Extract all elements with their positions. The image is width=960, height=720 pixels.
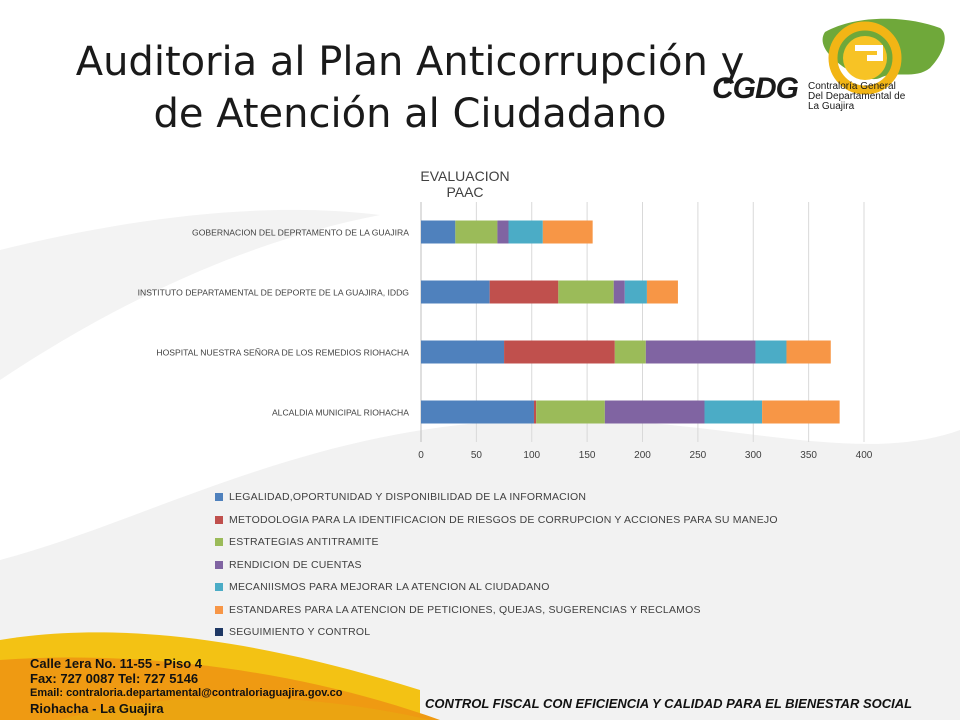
legend-item: SEGUIMIENTO Y CONTROL: [215, 621, 778, 644]
bar-segment: [613, 280, 625, 304]
stacked-bar-chart: 0 50 100 150 200 250 300 350 400 GOBERNACION DEL …: [138, 202, 873, 461]
bar-segment: [533, 400, 537, 424]
address-line1: Calle 1era No. 11-55 - Piso 4: [30, 656, 202, 671]
legend-label: MECANIISMOS PARA MEJORAR LA ATENCION AL …: [229, 581, 550, 594]
chart-title: EVALUACION PAAC: [420, 168, 510, 200]
slide-title: Auditoria al Plan Anticorrupción y de At…: [20, 36, 800, 140]
bar-segment: [624, 280, 647, 304]
bar-segment: [646, 280, 678, 304]
category-label: GOBERNACION DEL DEPRTAMENTO DE LA GUAJIR…: [192, 228, 409, 238]
bar-segment: [786, 340, 831, 364]
legend-swatch: [215, 583, 223, 592]
bar-segment: [497, 220, 509, 244]
x-tick-label: 250: [690, 450, 707, 461]
legend-label: LEGALIDAD,OPORTUNIDAD Y DISPONIBILIDAD D…: [229, 491, 587, 504]
address-line4: Riohacha - La Guajira: [30, 701, 164, 716]
logo-abbreviation: CGDG: [712, 72, 799, 105]
x-tick-label: 0: [418, 450, 424, 461]
x-tick-label: 300: [745, 450, 762, 461]
legend-swatch: [215, 628, 223, 637]
bar-segment: [421, 400, 534, 424]
logo-line2: Del Departamental de: [808, 91, 906, 102]
category-label: INSTITUTO DEPARTAMENTAL DE DEPORTE DE LA…: [138, 288, 410, 298]
cgdg-logo: [822, 18, 945, 95]
legend-swatch: [215, 605, 223, 614]
x-tick-label: 50: [471, 450, 483, 461]
legend-item: ESTRATEGIAS ANTITRAMITE: [215, 531, 778, 554]
logo-line1: Contraloría General: [808, 81, 896, 92]
legend-item: METODOLOGIA PARA LA IDENTIFICACION DE RI…: [215, 509, 778, 532]
bar-segment: [489, 280, 559, 304]
x-tick-label: 100: [523, 450, 540, 461]
bar-segment: [421, 340, 505, 364]
legend-swatch: [215, 560, 223, 569]
bar-segment: [604, 400, 705, 424]
logo-subtitle: Contraloría General Del Departamental de…: [808, 82, 948, 112]
category-label: HOSPITAL NUESTRA SEÑORA DE LOS REMEDIOS …: [156, 348, 409, 358]
legend-item: LEGALIDAD,OPORTUNIDAD Y DISPONIBILIDAD D…: [215, 486, 778, 509]
bar-segment: [504, 340, 615, 364]
legend-item: MECANIISMOS PARA MEJORAR LA ATENCION AL …: [215, 576, 778, 599]
logo-line3: La Guajira: [808, 101, 855, 112]
bar-segment: [614, 340, 646, 364]
legend-label: SEGUIMIENTO Y CONTROL: [229, 626, 371, 639]
x-tick-label: 150: [579, 450, 596, 461]
legend-swatch: [215, 538, 223, 547]
legend-swatch: [215, 493, 223, 502]
legend-label: RENDICION DE CUENTAS: [229, 558, 362, 571]
bar-segment: [542, 220, 593, 244]
bar-segment: [455, 220, 498, 244]
slide-title-line1: Auditoria al Plan Anticorrupción y: [75, 39, 745, 85]
bar-segment: [421, 220, 456, 244]
bar-segment: [704, 400, 763, 424]
x-tick-label: 350: [800, 450, 817, 461]
chart-legend: LEGALIDAD,OPORTUNIDAD Y DISPONIBILIDAD D…: [215, 486, 778, 644]
legend-swatch: [215, 515, 223, 524]
bar-segment: [755, 340, 787, 364]
bar-segment: [645, 340, 756, 364]
address-line3: Email: contraloria.departamental@contral…: [30, 687, 343, 699]
bar-segment: [536, 400, 605, 424]
bar-segment: [762, 400, 840, 424]
legend-label: ESTANDARES PARA LA ATENCION DE PETICIONE…: [229, 603, 701, 616]
address-line2: Fax: 727 0087 Tel: 727 5146: [30, 671, 199, 686]
legend-item: ESTANDARES PARA LA ATENCION DE PETICIONE…: [215, 599, 778, 622]
footer-slogan: CONTROL FISCAL CON EFICIENCIA Y CALIDAD …: [425, 696, 913, 711]
bar-segment: [421, 280, 490, 304]
legend-label: ESTRATEGIAS ANTITRAMITE: [229, 536, 379, 549]
footer-address: Calle 1era No. 11-55 - Piso 4 Fax: 727 0…: [30, 656, 343, 716]
x-tick-label: 200: [634, 450, 651, 461]
x-tick-label: 400: [856, 450, 873, 461]
legend-label: METODOLOGIA PARA LA IDENTIFICACION DE RI…: [229, 513, 778, 526]
bar-segment: [508, 220, 543, 244]
bar-segment: [558, 280, 614, 304]
category-label: ALCALDIA MUNICIPAL RIOHACHA: [272, 408, 409, 418]
legend-item: RENDICION DE CUENTAS: [215, 554, 778, 577]
slide-title-line2: de Atención al Ciudadano: [153, 91, 667, 137]
